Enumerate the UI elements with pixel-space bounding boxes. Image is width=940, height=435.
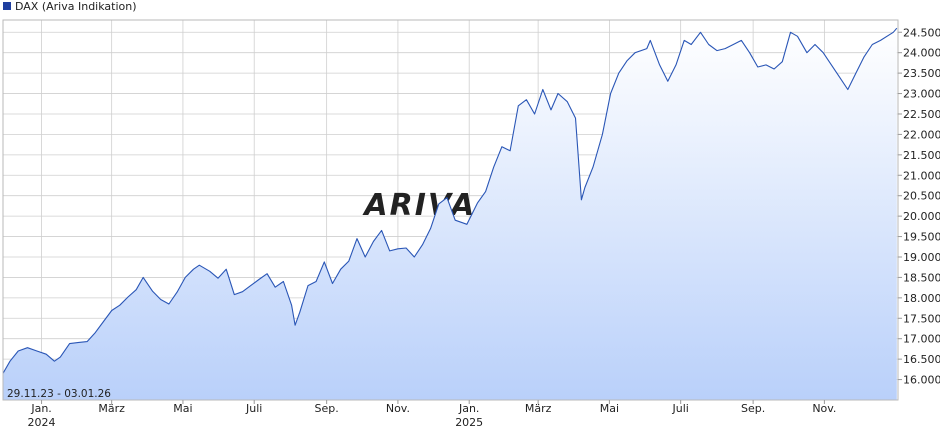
y-tick-label: 24.000 [903,47,940,60]
y-tick-label: 17.000 [903,333,940,346]
x-tick-label: Mai [600,402,619,415]
y-tick-label: 20.500 [903,190,940,203]
y-tick-label: 16.500 [903,353,940,366]
y-tick-label: 24.500 [903,26,940,39]
x-tick-label: Mai [173,402,192,415]
area-fill [3,28,897,400]
x-tick-label: Sep. [315,402,339,415]
x-tick-label: Sep. [741,402,765,415]
x-year-label: 2024 [28,416,56,429]
legend-label: DAX (Ariva Indikation) [15,0,137,13]
y-tick-label: 16.000 [903,374,940,387]
legend-swatch [3,2,11,10]
x-tick-label: März [525,402,552,415]
x-tick-label: März [98,402,125,415]
x-tick-label: Nov. [386,402,410,415]
x-tick-label: Jan. [458,402,479,415]
y-tick-label: 22.000 [903,128,940,141]
y-tick-label: 23.000 [903,88,940,101]
y-tick-label: 21.500 [903,149,940,162]
y-tick-label: 18.000 [903,292,940,305]
y-axis: 16.000 16.500 17.000 17.500 18.000 18.500 19.0… [898,26,940,387]
y-tick-label: 17.500 [903,312,940,325]
y-tick-label: 19.000 [903,251,940,264]
y-tick-label: 22.500 [903,108,940,121]
x-tick-label: Nov. [812,402,836,415]
series-line [3,27,898,374]
y-tick-label: 18.500 [903,271,940,284]
y-tick-label: 20.000 [903,210,940,223]
x-tick-label: Jan. [30,402,51,415]
x-tick-label: Juli [245,402,262,415]
plot-frame [2,19,899,401]
y-tick-label: 21.000 [903,169,940,182]
y-tick-label: 23.500 [903,67,940,80]
x-year-label: 2025 [455,416,483,429]
x-tick-label: Juli [672,402,689,415]
date-range: 29.11.23 - 03.01.26 [7,388,111,400]
y-tick-label: 19.500 [903,231,940,244]
